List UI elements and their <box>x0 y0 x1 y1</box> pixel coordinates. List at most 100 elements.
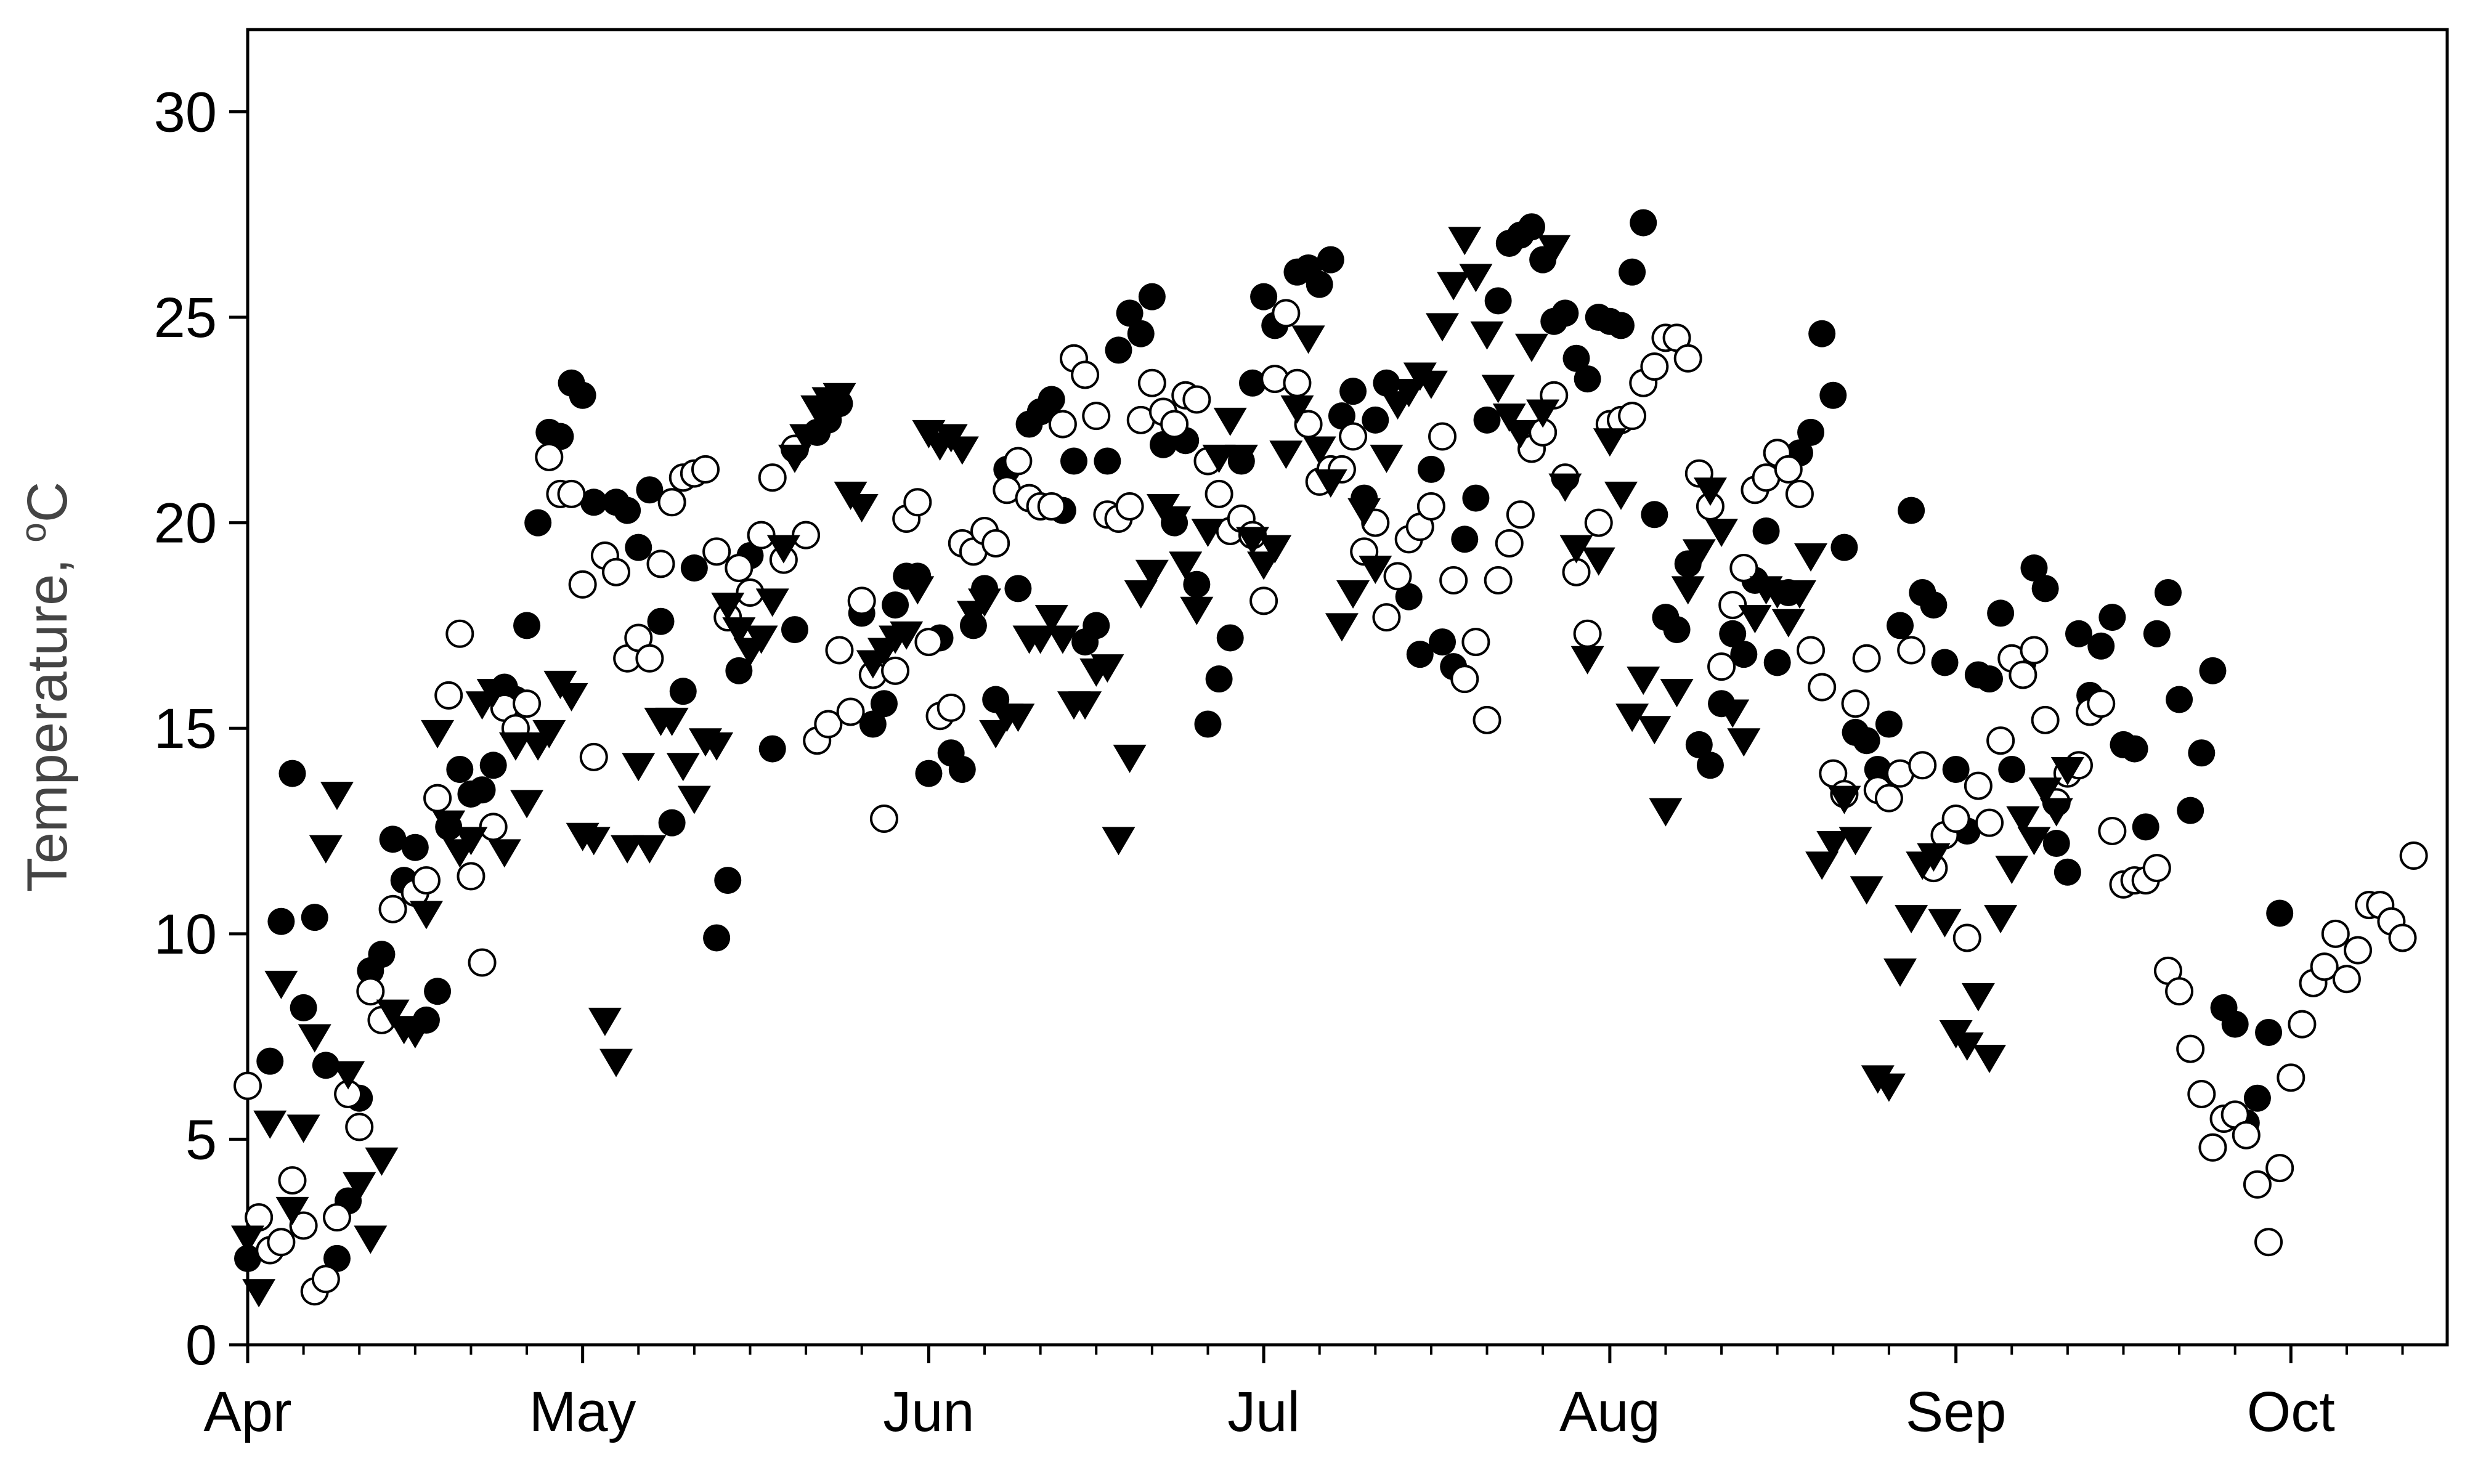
triangle-down-point <box>1917 843 1951 872</box>
open-circle-point <box>635 644 664 673</box>
open-circle-point <box>1986 726 2015 755</box>
filled-circle-point <box>1149 431 1177 458</box>
filled-circle-point <box>625 533 652 561</box>
filled-circle-point <box>1205 665 1233 693</box>
open-circle-point <box>1205 479 1233 508</box>
triangle-down-point <box>1950 1032 1984 1061</box>
triangle-down-point <box>945 436 979 465</box>
triangle-down-point <box>968 588 1002 617</box>
filled-circle-point <box>1607 312 1635 339</box>
filled-circle-point <box>1105 336 1132 364</box>
open-circle-point <box>2176 1034 2205 1063</box>
plot-frame <box>246 28 2449 1347</box>
triangle-down-point <box>331 1061 365 1090</box>
filled-circle-point <box>1942 755 1970 783</box>
filled-circle-point <box>758 735 786 763</box>
x-tick-label: May <box>529 1381 636 1443</box>
filled-circle-point <box>2087 632 2115 660</box>
open-circle-point <box>758 463 787 492</box>
open-circle-point <box>2321 919 2350 948</box>
filled-circle-point <box>1004 575 1032 602</box>
triangle-down-point <box>2006 806 2040 835</box>
triangle-down-point <box>845 493 879 522</box>
open-circle-point <box>1182 385 1211 414</box>
open-circle-point <box>322 1203 351 1232</box>
filled-circle-point <box>1619 258 1646 286</box>
open-circle-point <box>311 1265 340 1294</box>
y-tick-label: 30 <box>154 81 217 144</box>
triangle-down-point <box>1582 547 1615 576</box>
filled-circle-point <box>323 1244 351 1272</box>
filled-circle-point <box>1339 378 1367 405</box>
open-circle-point <box>1640 352 1669 381</box>
open-circle-point <box>1841 689 1870 718</box>
open-circle-point <box>725 554 754 583</box>
triangle-down-point <box>677 785 711 814</box>
triangle-down-point <box>1135 559 1169 588</box>
triangle-down-point <box>1660 679 1694 708</box>
filled-circle-point <box>2042 830 2070 858</box>
open-circle-point <box>1975 808 2004 837</box>
filled-circle-point <box>1038 386 1065 413</box>
filled-circle-point <box>301 904 328 931</box>
triangle-down-point <box>476 679 510 708</box>
triangle-down-point <box>498 732 532 761</box>
open-circle-point <box>356 977 385 1006</box>
triangle-down-point <box>1961 983 1995 1012</box>
triangle-down-point <box>286 1114 320 1143</box>
y-axis-title-text: Temperature, <box>16 543 79 893</box>
open-circle-point <box>1372 603 1401 632</box>
filled-circle-point <box>915 760 943 787</box>
triangle-down-point <box>298 1024 331 1053</box>
triangle-down-point <box>1771 609 1805 638</box>
triangle-down-point <box>1526 399 1560 428</box>
open-circle-point <box>1115 492 1144 521</box>
triangle-down-point <box>309 835 343 864</box>
filled-circle-point <box>2143 620 2171 647</box>
filled-circle-point <box>1696 752 1724 779</box>
open-circle-point <box>2165 977 2194 1006</box>
triangle-down-point <box>1515 333 1549 362</box>
triangle-down-point <box>1448 227 1482 256</box>
y-tick-label: 10 <box>154 903 217 966</box>
open-circle-point <box>1450 665 1479 694</box>
filled-circle-point <box>1362 406 1389 434</box>
open-circle-point <box>579 742 608 771</box>
filled-circle-point <box>614 497 641 524</box>
filled-circle-point <box>234 1244 261 1272</box>
open-circle-point <box>1852 644 1881 673</box>
open-circle-point <box>423 784 452 813</box>
triangle-down-point <box>264 970 298 999</box>
filled-circle-point <box>312 1052 339 1079</box>
triangle-down-point <box>432 810 466 839</box>
triangle-down-point <box>1392 379 1426 408</box>
open-circle-point <box>1952 923 1981 952</box>
open-circle-point <box>445 619 474 648</box>
filled-circle-point <box>1976 665 2004 693</box>
filled-circle-point <box>1317 246 1344 274</box>
filled-circle-point <box>1183 570 1211 598</box>
triangle-down-point <box>1671 576 1705 605</box>
triangle-down-point <box>1570 646 1604 675</box>
triangle-down-point <box>1470 321 1504 350</box>
filled-circle-point <box>256 1047 284 1075</box>
filled-circle-point <box>2098 604 2126 631</box>
triangle-down-point <box>1615 703 1649 732</box>
open-circle-point <box>2243 1170 2272 1199</box>
filled-circle-point <box>424 978 452 1005</box>
triangle-down-point <box>1995 856 2029 885</box>
open-circle-point <box>1874 784 1903 813</box>
open-circle-point <box>936 693 965 722</box>
filled-circle-point <box>1853 727 1880 755</box>
triangle-down-point <box>1001 703 1035 732</box>
triangle-down-point <box>365 1147 399 1176</box>
filled-circle-point <box>290 994 317 1021</box>
triangle-down-point <box>1816 831 1850 860</box>
x-tick-label: Aug <box>1559 1381 1660 1443</box>
triangle-down-point <box>577 827 611 856</box>
filled-circle-point <box>2166 686 2193 713</box>
filled-circle-point <box>2031 575 2059 602</box>
open-circle-point <box>2277 1063 2305 1092</box>
open-circle-point <box>2265 1154 2294 1183</box>
triangle-down-point <box>1414 370 1448 399</box>
